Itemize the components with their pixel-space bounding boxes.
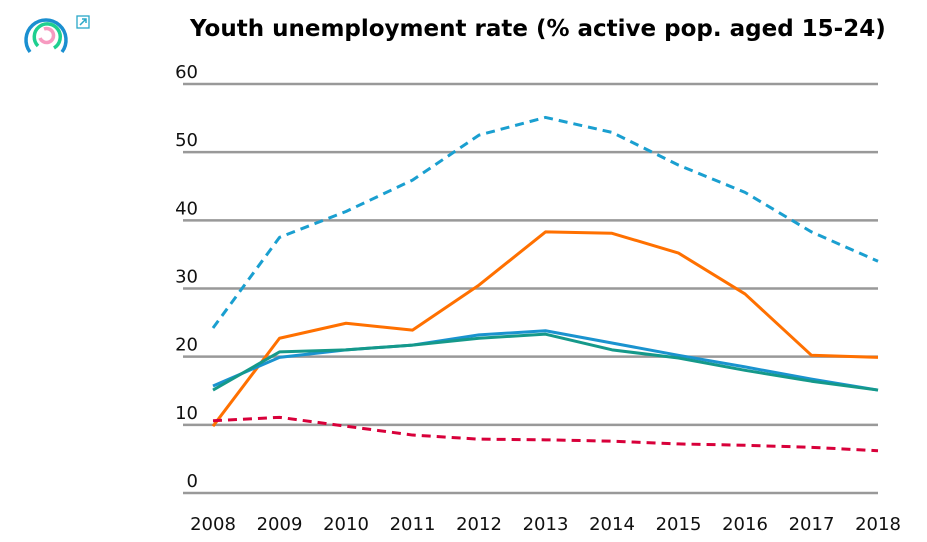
y-tick-label: 10 [175, 403, 198, 424]
x-tick-label: 2009 [257, 514, 303, 535]
x-tick-label: 2010 [323, 514, 369, 535]
x-tick-label: 2017 [789, 514, 835, 535]
x-tick-label: 2013 [523, 514, 569, 535]
y-tick-label: 50 [175, 130, 198, 151]
x-tick-label: 2015 [656, 514, 702, 535]
x-tick-label: 2016 [722, 514, 768, 535]
y-tick-label: 40 [175, 198, 198, 219]
logo-icon [24, 18, 68, 54]
x-tick-label: 2018 [855, 514, 901, 535]
x-tick-label: 2012 [456, 514, 502, 535]
series-line-2 [212, 329, 879, 392]
chart-title: Youth unemployment rate (% active pop. a… [190, 16, 886, 42]
y-tick-label: 30 [175, 267, 198, 288]
series-line-0 [211, 115, 879, 329]
external-link-icon[interactable] [76, 15, 90, 29]
y-tick-label: 0 [187, 471, 198, 492]
series-line-4 [212, 415, 879, 453]
x-tick-label: 2008 [190, 514, 236, 535]
series-line-3 [212, 332, 879, 392]
x-tick-label: 2014 [589, 514, 635, 535]
y-tick-label: 20 [175, 335, 198, 356]
x-tick-label: 2011 [390, 514, 436, 535]
y-tick-label: 60 [175, 62, 198, 83]
series-line-1 [211, 230, 879, 428]
